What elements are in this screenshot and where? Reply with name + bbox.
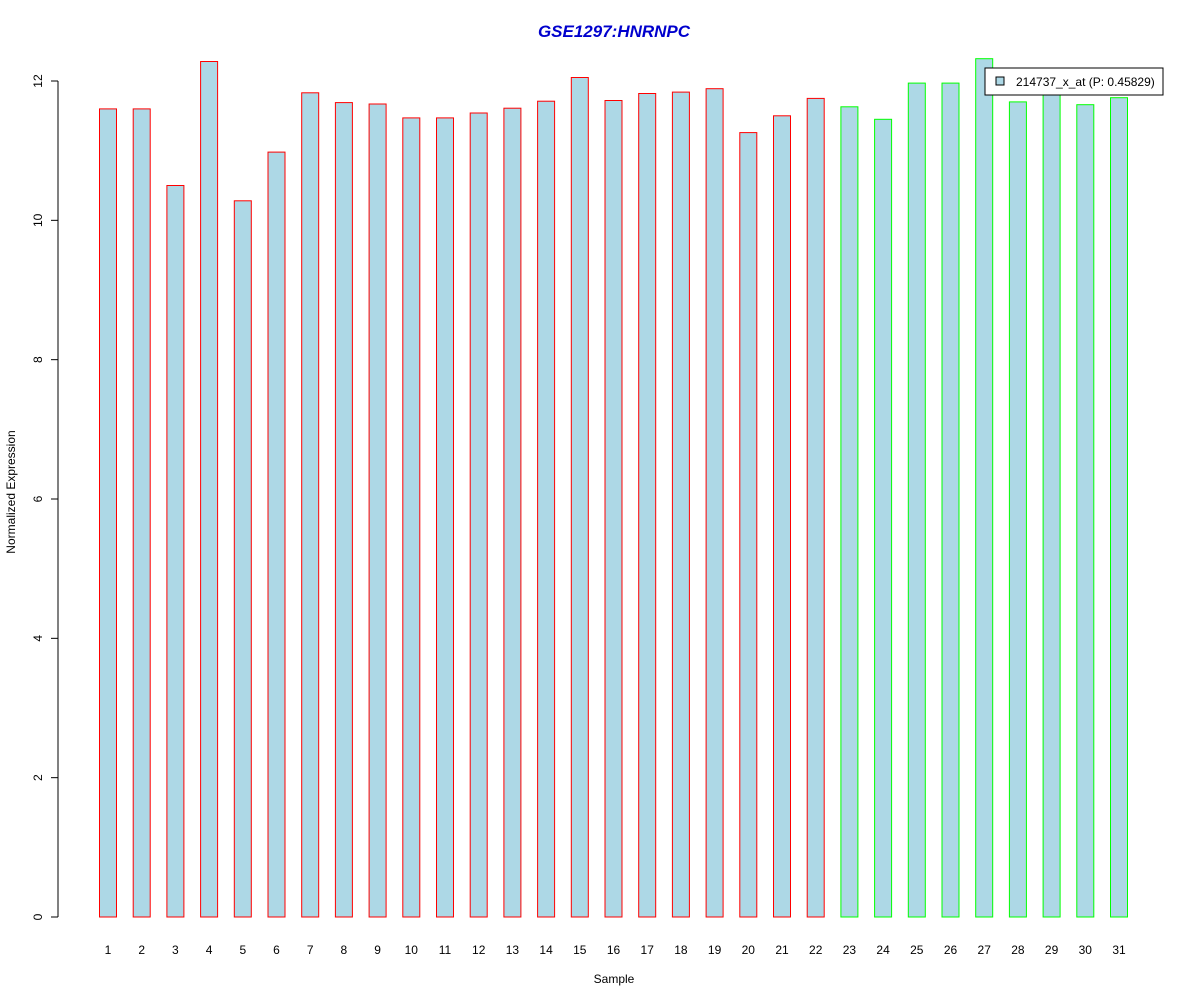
x-tick-label: 4 <box>206 943 213 957</box>
x-tick-label: 6 <box>273 943 280 957</box>
bar-sample-28 <box>1008 101 1027 918</box>
x-tick-label: 22 <box>809 943 823 957</box>
bar-sample-26 <box>941 82 960 918</box>
bar-sample-21 <box>773 115 791 918</box>
bar-sample-2 <box>132 108 151 918</box>
x-tick-label: 21 <box>775 943 789 957</box>
x-tick-label: 3 <box>172 943 179 957</box>
bar-sample-30 <box>1076 104 1095 918</box>
x-tick-label: 8 <box>341 943 348 957</box>
bar-sample-29 <box>1042 89 1061 918</box>
x-tick-label: 17 <box>641 943 655 957</box>
x-tick-label: 18 <box>674 943 688 957</box>
legend-swatch <box>995 76 1005 86</box>
y-tick-label: 6 <box>31 495 45 502</box>
y-axis-label: Normalized Expression <box>4 430 18 553</box>
legend-box <box>984 67 1164 96</box>
bar-sample-14 <box>537 100 556 918</box>
x-axis-label: Sample <box>594 972 635 986</box>
bar-sample-11 <box>436 117 454 918</box>
bar-sample-5 <box>233 200 252 918</box>
x-tick-label: 29 <box>1045 943 1059 957</box>
x-tick-label: 23 <box>843 943 857 957</box>
bar-sample-22 <box>806 97 825 918</box>
x-tick-label: 27 <box>978 943 992 957</box>
legend-label: 214737_x_at (P: 0.45829) <box>1016 75 1155 89</box>
x-tick-label: 15 <box>573 943 587 957</box>
bar-sample-13 <box>503 107 522 918</box>
bar-sample-15 <box>570 77 589 918</box>
x-tick-label: 28 <box>1011 943 1025 957</box>
bar-sample-25 <box>907 82 926 918</box>
x-tick-label: 19 <box>708 943 722 957</box>
bar-sample-8 <box>334 102 353 918</box>
x-tick-label: 26 <box>944 943 958 957</box>
y-tick-label: 8 <box>31 356 45 363</box>
x-tick-label: 11 <box>439 943 452 957</box>
bar-sample-9 <box>368 103 387 918</box>
bars-group <box>99 58 1128 918</box>
x-tick-label: 16 <box>607 943 621 957</box>
x-tick-label: 31 <box>1112 943 1126 957</box>
bar-sample-18 <box>671 91 690 918</box>
bar-sample-23 <box>840 106 859 918</box>
legend: 214737_x_at (P: 0.45829) <box>984 67 1164 96</box>
x-tick-label: 13 <box>506 943 520 957</box>
bar-sample-1 <box>99 108 117 918</box>
bar-sample-16 <box>604 100 623 918</box>
x-tick-label: 12 <box>472 943 486 957</box>
x-tick-label: 1 <box>105 943 112 957</box>
y-tick-label: 12 <box>31 74 45 88</box>
y-tick-label: 10 <box>31 213 45 227</box>
bar-sample-17 <box>638 93 657 918</box>
bar-sample-4 <box>200 61 219 918</box>
x-tick-label: 24 <box>876 943 890 957</box>
x-tick-label: 9 <box>374 943 381 957</box>
bar-sample-27 <box>975 58 994 918</box>
bar-sample-7 <box>301 92 320 918</box>
y-tick-label: 2 <box>31 774 45 781</box>
x-tick-label: 20 <box>742 943 756 957</box>
x-tick-label: 14 <box>539 943 553 957</box>
bar-sample-3 <box>166 185 185 918</box>
x-tick-label: 2 <box>138 943 145 957</box>
x-tick-label: 7 <box>307 943 314 957</box>
x-tick-label: 10 <box>405 943 419 957</box>
y-axis: 0 2 4 6 8 10 12 <box>31 74 59 920</box>
x-tick-label: 25 <box>910 943 924 957</box>
y-tick-label: 4 <box>31 635 45 642</box>
bar-sample-20 <box>739 132 758 918</box>
bar-sample-10 <box>402 117 421 918</box>
chart-title: GSE1297:HNRNPC <box>538 22 691 41</box>
bar-sample-6 <box>267 151 286 918</box>
bar-sample-31 <box>1110 97 1128 918</box>
bar-sample-19 <box>705 88 724 918</box>
x-tick-labels: 1 2 3 4 5 6 7 8 9 10 11 12 13 14 15 16 17 18 19 20 21 22 23 24 2… <box>105 943 1126 957</box>
bar-sample-24 <box>874 118 893 918</box>
x-tick-label: 5 <box>239 943 246 957</box>
bar-sample-12 <box>469 112 488 918</box>
x-tick-label: 30 <box>1079 943 1093 957</box>
y-tick-label: 0 <box>31 913 45 920</box>
